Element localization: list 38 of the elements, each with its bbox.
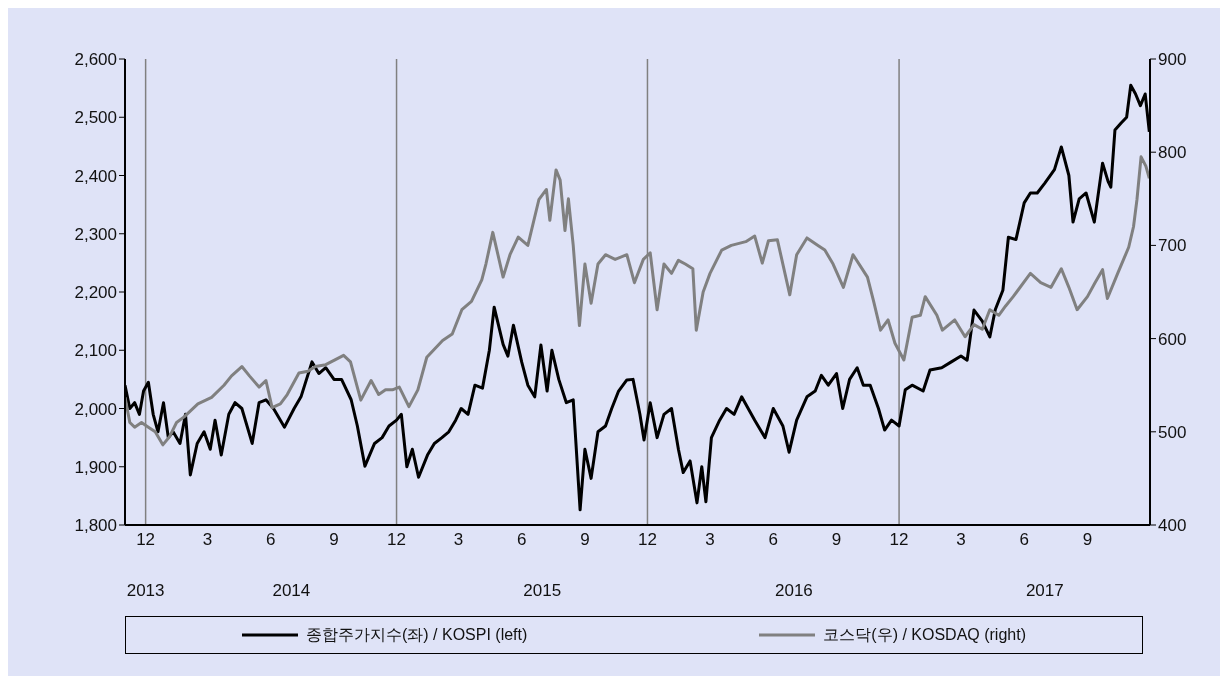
x-tick-label: 9: [580, 530, 590, 550]
y2-tick-label: 500: [1158, 422, 1187, 442]
y-tick-label: 2,600: [74, 50, 117, 70]
y-tick-label: 2,300: [74, 224, 117, 244]
x-tick-label: 3: [453, 530, 464, 550]
y-tick-label: 2,200: [74, 283, 117, 303]
y-tick-label: 2,100: [74, 341, 117, 361]
y-tick-label: 1,900: [74, 457, 117, 477]
y2-tick-label: 800: [1158, 143, 1187, 163]
y-tick-label: 2,400: [74, 166, 117, 186]
x2-tick-label: 2014: [272, 581, 311, 600]
x-tick-label: 12: [638, 530, 657, 550]
x-tick-label: 3: [956, 530, 966, 550]
y2-tick-label: 900: [1158, 50, 1187, 70]
x2-tick-label: 2017: [1025, 581, 1064, 600]
x-tick-label: 3: [705, 530, 715, 550]
x-tick-label: 9: [329, 530, 339, 550]
x-tick-label: 6: [516, 530, 527, 550]
legend-label: 종합주가지수(좌) / KOSPI (left): [305, 624, 528, 645]
y2-tick-label: 600: [1158, 329, 1187, 349]
x2-tick-label: 2016: [774, 581, 813, 600]
x2-tick-label: 2015: [523, 581, 562, 600]
legend-label: 코스닥(우) / KOSDAQ (right): [823, 624, 1026, 645]
x-tick-label: 12: [136, 530, 156, 550]
y-tick-label: 1,800: [74, 516, 117, 536]
y2-tick-label: 700: [1158, 236, 1187, 256]
y-tick-label: 2,500: [74, 108, 117, 128]
x-tick-label: 9: [831, 530, 842, 550]
y2-tick-label: 400: [1158, 516, 1187, 536]
x-tick-label: 12: [387, 530, 407, 550]
x-tick-label: 9: [1082, 530, 1093, 550]
x2-tick-label: 2013: [126, 581, 165, 600]
x-tick-label: 12: [889, 530, 909, 550]
x-tick-label: 6: [266, 530, 276, 550]
x-tick-label: 6: [1019, 530, 1029, 550]
x-tick-label: 3: [202, 530, 213, 550]
x-tick-label: 6: [768, 530, 779, 550]
y-tick-label: 2,000: [74, 399, 117, 419]
